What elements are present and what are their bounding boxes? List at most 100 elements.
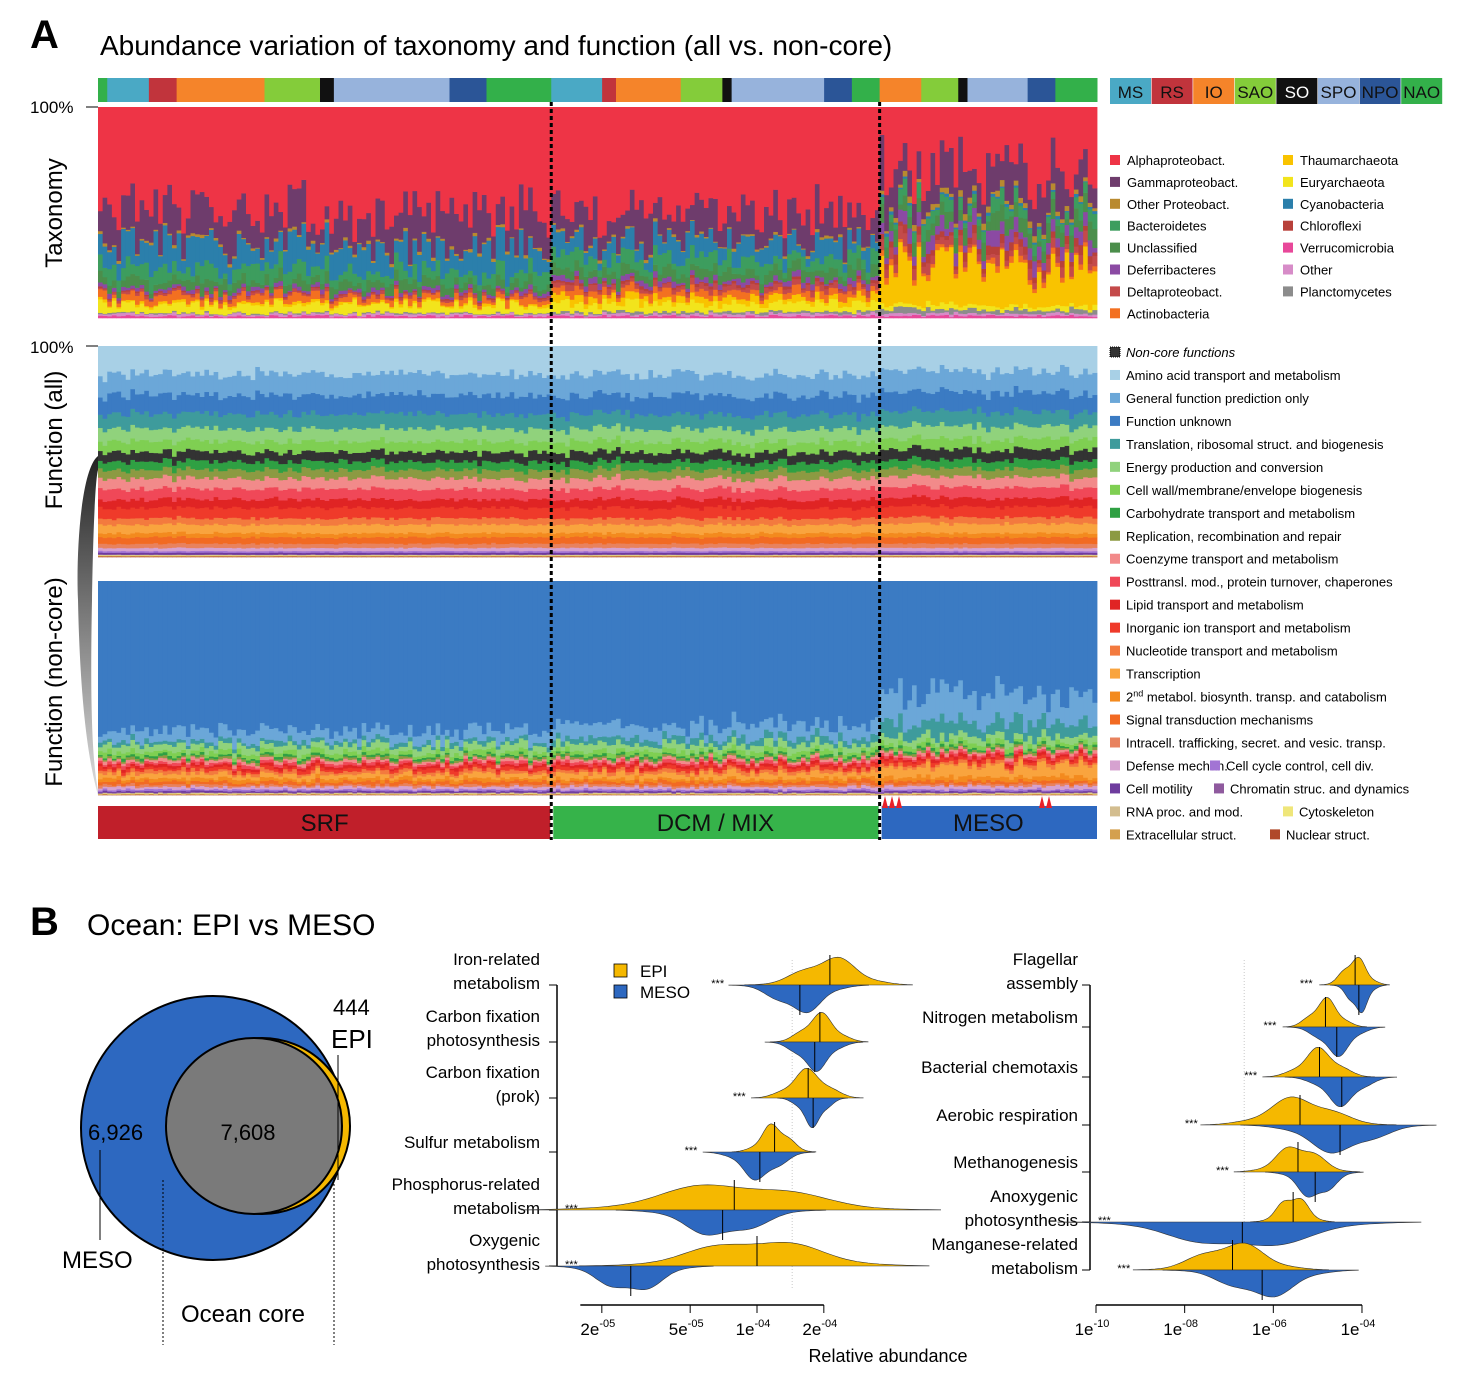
bar-segment-noncore	[320, 451, 326, 461]
bar-segment-amino	[338, 346, 344, 378]
province-segment-ms	[107, 78, 150, 102]
bar-segment-deferribacteres	[616, 291, 622, 295]
bar-segment-actinobacteria	[172, 290, 178, 301]
bar-segment-energy	[255, 426, 261, 442]
bar-segment-actinobacteria	[731, 289, 737, 298]
bar-segment-replication	[121, 471, 127, 480]
bar-segment-general	[176, 374, 182, 396]
bar-segment-other	[1087, 315, 1093, 317]
bar-segment-deltaproteobact	[98, 287, 104, 290]
bar-segment-thaumarchaeota	[953, 278, 959, 305]
bar-segment-nuclear	[250, 556, 256, 558]
bar-segment-other-proteobact	[250, 248, 256, 251]
bar-segment-motility	[167, 552, 173, 555]
bar-segment-carbo	[329, 461, 335, 470]
bar-segment-gammaproteobact	[810, 234, 816, 251]
bar-segment-euryarchaeota	[884, 307, 890, 311]
bar-segment-transcription	[287, 524, 293, 534]
bar-segment-carbo	[158, 462, 164, 471]
bar-segment-defense	[98, 547, 104, 551]
bar-segment-noncore	[102, 454, 108, 464]
bar-segment-other	[102, 314, 108, 316]
bar-segment-deferribacteres	[625, 273, 631, 280]
bar-segment-alphaproteobact	[981, 107, 987, 205]
bar-segment-euryarchaeota	[505, 309, 511, 314]
bar-segment-carbo	[366, 461, 372, 470]
bar-segment-inorganic	[357, 506, 363, 519]
bar-segment-thaumarchaeota	[754, 295, 760, 305]
bar-segment-actinobacteria	[528, 293, 534, 305]
bar-segment-other	[560, 313, 566, 316]
bar-segment-signal	[232, 536, 238, 544]
bar-segment-energy	[125, 431, 131, 445]
bar-segment-other	[185, 313, 191, 317]
bar-segment-deltaproteobact	[1036, 262, 1042, 268]
bar-segment-lipid	[153, 499, 159, 509]
bar-segment-other	[370, 313, 376, 317]
bar-segment-rna	[176, 554, 182, 556]
bar-segment-transcription	[306, 523, 312, 534]
bar-segment-nucleotide	[278, 518, 284, 526]
bar-segment-euryarchaeota	[833, 298, 839, 312]
bar-segment-verrucomicrobia	[995, 315, 1001, 319]
bar-segment-chloroflexi	[250, 290, 256, 293]
bar-segment-amino	[329, 346, 335, 375]
bar-segment-carbo	[162, 457, 168, 467]
bar-segment-gammaproteobact	[1032, 208, 1038, 237]
bar-segment-deltaproteobact	[551, 282, 557, 288]
bar-segment-other	[546, 313, 552, 316]
bar-segment-unclassified	[477, 290, 483, 301]
bar-segment-bacteroidetes	[935, 209, 941, 216]
bar-segment-cytoskeleton	[287, 555, 293, 556]
bar-segment-other	[514, 315, 520, 317]
bar-segment-deferribacteres	[403, 289, 409, 292]
bar-segment-deferribacteres	[255, 286, 261, 291]
bar-segment-defense	[398, 547, 404, 552]
bar-segment-deltaproteobact	[842, 292, 848, 295]
bar-segment-other	[828, 313, 834, 316]
bar-segment-general	[292, 376, 298, 400]
bar-segment-euryarchaeota	[135, 307, 141, 315]
bar-segment-cytoskeleton	[250, 555, 256, 556]
bar-segment-motility	[209, 552, 215, 555]
bar-segment-thaumarchaeota	[921, 275, 927, 309]
bar-segment-euryarchaeota	[944, 303, 950, 311]
bar-segment-other-proteobact	[574, 229, 580, 233]
bar-segment-replication	[236, 468, 242, 477]
bar-segment-general	[255, 366, 261, 391]
bar-segment-chloroflexi	[315, 286, 321, 289]
bar-segment-alphaproteobact	[856, 107, 862, 203]
bar-segment-unclassified	[370, 281, 376, 288]
bar-segment-motility	[213, 552, 219, 555]
bar-segment-coenzyme	[292, 478, 298, 489]
bar-segment-gammaproteobact	[209, 206, 215, 229]
bar-segment-other	[204, 312, 210, 316]
bar-segment-motility	[250, 552, 256, 555]
bar-segment-replication	[352, 469, 358, 480]
bar-segment-translation	[361, 415, 367, 430]
bar-segment-defense	[107, 547, 113, 552]
bar-segment-bacteroidetes	[144, 262, 150, 280]
bar-segment-verrucomicrobia	[361, 316, 367, 319]
bar-segment-thaumarchaeota	[1032, 292, 1038, 310]
bar-segment-defense	[306, 548, 312, 552]
bar-segment-chloroflexi	[796, 276, 802, 280]
bar-segment-chloroflexi	[745, 284, 751, 289]
bar-segment-energy	[292, 431, 298, 444]
bar-segment-thaumarchaeota	[1027, 284, 1033, 308]
bar-segment-deltaproteobact	[144, 295, 150, 300]
bar-segment-unclassified	[472, 284, 478, 294]
bar-segment-nucleotide	[158, 517, 164, 525]
bar-segment-gammaproteobact	[222, 226, 228, 254]
bar-segment-energy	[158, 428, 164, 442]
bar-segment-deltaproteobact	[814, 280, 820, 287]
bar-segment-posttransl	[315, 488, 321, 498]
bar-segment-actinobacteria	[990, 257, 996, 264]
bar-segment-posttransl	[380, 487, 386, 498]
bar-segment-other-proteobact	[167, 233, 173, 236]
bar-segment-transcription	[176, 522, 182, 532]
bar-segment-chloroflexi	[921, 262, 927, 267]
bar-segment-verrucomicrobia	[486, 316, 492, 319]
bar-segment-verrucomicrobia	[893, 315, 899, 319]
bar-segment-unclassified	[343, 278, 349, 291]
